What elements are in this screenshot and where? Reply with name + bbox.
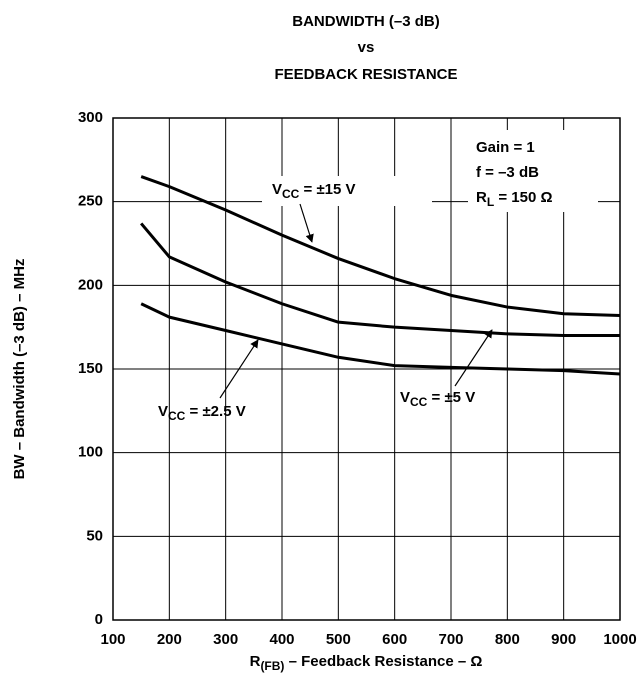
label-background — [262, 176, 432, 206]
x-axis-label: R(FB) – Feedback Resistance – Ω — [250, 653, 483, 673]
y-tick-label: 300 — [78, 109, 103, 126]
x-tick-label: 900 — [551, 631, 576, 648]
x-tick-label: 1000 — [603, 631, 636, 648]
y-tick-label: 200 — [78, 276, 103, 293]
annotation-background — [468, 130, 598, 212]
y-tick-label: 150 — [78, 360, 103, 377]
x-tick-label: 500 — [326, 631, 351, 648]
y-axis-label: BW – Bandwidth (–3 dB) – MHz — [11, 259, 28, 480]
x-tick-label: 300 — [213, 631, 238, 648]
x-tick-label: 100 — [100, 631, 125, 648]
arrow — [219, 339, 259, 399]
line-series — [140, 302, 621, 376]
chart-title: FEEDBACK RESISTANCE — [274, 66, 457, 83]
x-tick-label: 200 — [157, 631, 182, 648]
annotation: Gain = 1 — [476, 139, 535, 156]
series-label: VCC = ±2.5 V — [158, 403, 246, 423]
x-tick-label: 700 — [438, 631, 463, 648]
y-tick-label: 50 — [86, 527, 103, 544]
annotation: RL = 150 Ω — [476, 189, 553, 209]
annotation: f = –3 dB — [476, 164, 539, 181]
y-tick-label: 250 — [78, 193, 103, 210]
chart-title: BANDWIDTH (–3 dB) — [292, 13, 440, 30]
line-series — [140, 175, 621, 317]
x-tick-label: 600 — [382, 631, 407, 648]
series-label: VCC = ±5 V — [400, 389, 475, 409]
chart-title: vs — [358, 39, 375, 56]
series-label: VCC = ±15 V — [272, 181, 356, 201]
x-tick-label: 400 — [269, 631, 294, 648]
title: BANDWIDTH (–3 dB) vs FEEDBACK RESISTANCE — [274, 13, 457, 83]
arrow — [299, 203, 314, 243]
arrow — [454, 329, 493, 387]
line-series — [140, 222, 620, 338]
y-tick-label: 0 — [95, 611, 103, 628]
y-tick-label: 100 — [78, 444, 103, 461]
plot-frame — [112, 117, 621, 621]
x-tick-label: 800 — [495, 631, 520, 648]
